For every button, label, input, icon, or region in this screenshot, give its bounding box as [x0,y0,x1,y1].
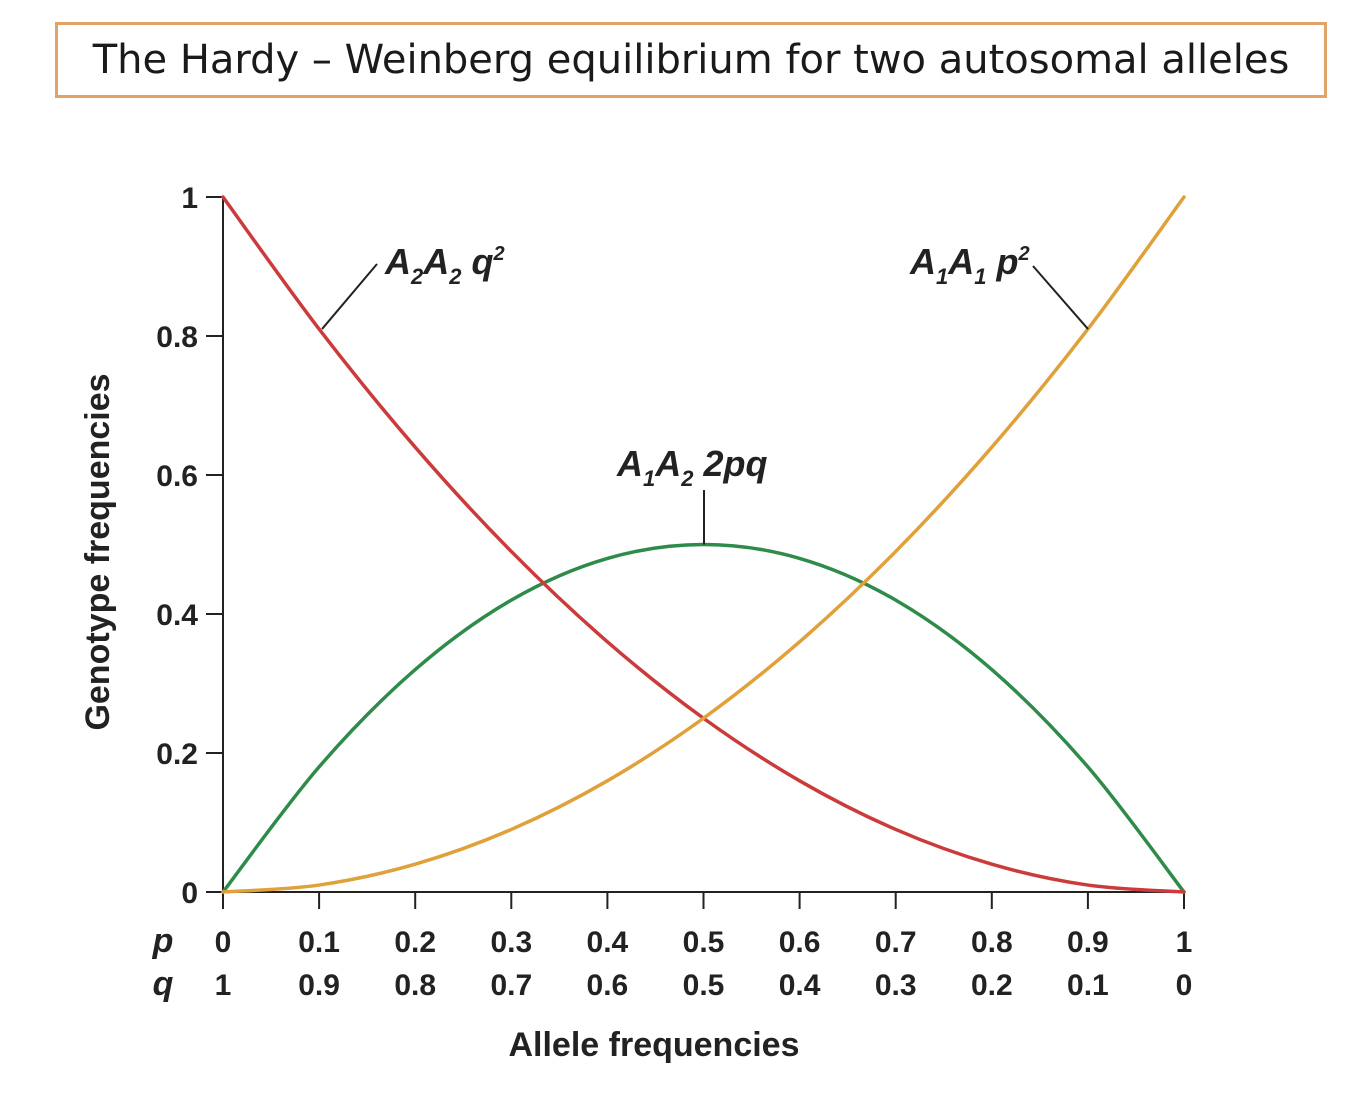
x-tick-label: 0.9 [298,969,340,1002]
x-tick-label: 0.3 [875,969,917,1002]
x-tick-label: 1 [1176,926,1193,959]
x-tick-label: 0.2 [971,969,1013,1002]
y-tick-label: 0.6 [156,460,198,493]
x-tick-label: 0.9 [1067,926,1109,959]
x-tick-label: 0.6 [587,969,629,1002]
series-line-0 [221,195,1186,894]
annotation-leader [1032,265,1089,330]
annotation-label: A2A2 q2 [384,241,505,289]
y-tick-label: 0.4 [156,599,198,632]
x-tick-label: 1 [215,969,232,1002]
x-tick-label: 0.6 [779,926,821,959]
x-tick-label: 0 [215,926,232,959]
annotation-leader [321,263,378,330]
x-axis-title: Allele frequencies [508,1026,799,1064]
x-tick-label: 0.7 [875,926,917,959]
x-tick-label: 0.8 [971,926,1013,959]
x-tick-label: 0.7 [490,969,532,1002]
annotation-label: A1A2 2pq [616,443,768,491]
x-tick-label: 0.1 [298,926,340,959]
x-tick-label: 0.3 [490,926,532,959]
annotation-label: A1A1 p2 [909,241,1030,289]
x-tick-label: 0.8 [394,969,436,1002]
x-tick-label: 0 [1176,969,1193,1002]
y-tick-label: 0.8 [156,321,198,354]
y-axis-title: Genotype frequencies [79,373,117,730]
annotations: A2A2 q2 A1A2 2pq A1A1 p2 [321,241,1089,545]
y-tick-label: 0.2 [156,738,198,771]
x-tick-label: 0.5 [683,969,725,1002]
x-row-label-p: p [152,922,174,960]
x-tick-label: 0.4 [779,969,821,1002]
axes: 00.20.40.60.81p 0 0.1 0.2 0.3 0.4 0.5 0.6 0.7 0.8… [152,182,1193,1003]
series-line-2 [221,195,1186,894]
x-tick-label: 0.4 [587,926,629,959]
x-row-label-q: q [153,965,174,1003]
y-tick-label: 0 [181,877,198,910]
y-tick-label: 1 [181,182,198,215]
x-tick-label: 0.5 [683,926,725,959]
x-tick-label: 0.1 [1067,969,1109,1002]
x-tick-label: 0.2 [394,926,436,959]
chart-title-box: The Hardy – Weinberg equilibrium for two… [55,22,1327,98]
chart-title: The Hardy – Weinberg equilibrium for two… [92,37,1290,83]
